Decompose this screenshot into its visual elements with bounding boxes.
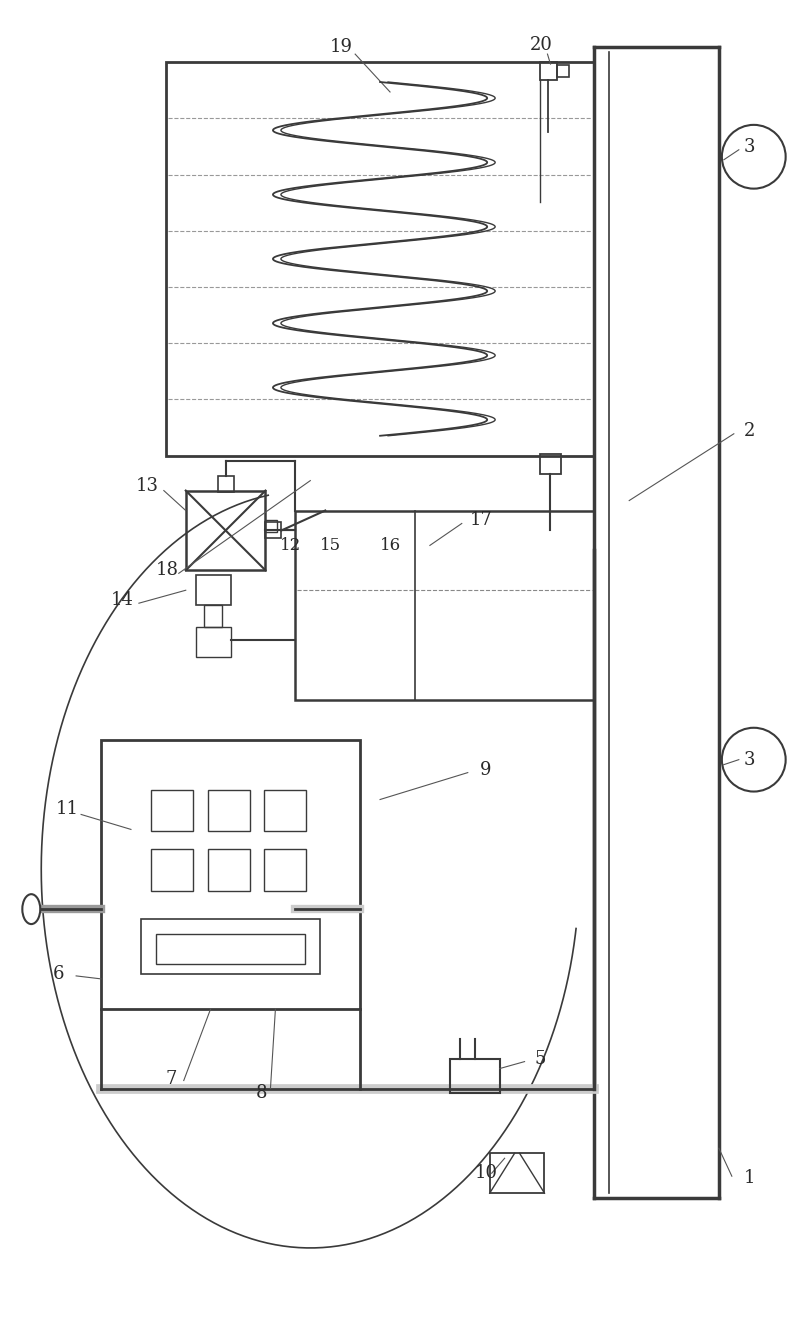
Bar bbox=[450, 1058, 500, 1094]
Text: 6: 6 bbox=[54, 965, 65, 983]
Bar bbox=[490, 1153, 545, 1193]
Bar bbox=[265, 849, 306, 891]
Text: 19: 19 bbox=[330, 38, 354, 57]
Bar bbox=[166, 62, 594, 456]
Text: 1: 1 bbox=[744, 1169, 755, 1188]
Bar bbox=[151, 849, 193, 891]
Bar bbox=[558, 65, 570, 76]
Text: 17: 17 bbox=[470, 511, 493, 530]
Text: 2: 2 bbox=[744, 422, 755, 440]
Text: 14: 14 bbox=[111, 592, 134, 609]
Bar bbox=[265, 789, 306, 832]
Bar bbox=[186, 490, 266, 571]
Text: 9: 9 bbox=[480, 760, 491, 779]
Text: 3: 3 bbox=[744, 751, 755, 768]
Bar bbox=[266, 521, 278, 532]
Text: 15: 15 bbox=[320, 536, 342, 554]
Bar bbox=[539, 453, 562, 473]
Text: 20: 20 bbox=[530, 36, 553, 54]
Bar bbox=[266, 522, 282, 539]
Bar bbox=[196, 627, 230, 656]
Text: 16: 16 bbox=[380, 536, 401, 554]
Text: 12: 12 bbox=[281, 536, 302, 554]
Text: 8: 8 bbox=[255, 1085, 267, 1102]
Bar bbox=[151, 789, 193, 832]
Text: 11: 11 bbox=[56, 800, 79, 818]
Text: 18: 18 bbox=[156, 561, 179, 580]
Text: 10: 10 bbox=[474, 1164, 498, 1182]
Bar bbox=[218, 476, 234, 492]
Text: 3: 3 bbox=[744, 138, 755, 156]
Bar bbox=[141, 919, 320, 974]
Ellipse shape bbox=[22, 894, 40, 924]
Bar bbox=[208, 789, 250, 832]
Text: 7: 7 bbox=[166, 1069, 177, 1087]
Text: 13: 13 bbox=[136, 477, 159, 494]
Bar bbox=[539, 62, 558, 80]
Bar bbox=[101, 739, 360, 1008]
Bar bbox=[196, 575, 230, 605]
Bar bbox=[204, 605, 222, 627]
Bar bbox=[208, 849, 250, 891]
Bar bbox=[156, 934, 306, 963]
Bar bbox=[295, 510, 594, 700]
Text: 5: 5 bbox=[534, 1049, 546, 1068]
